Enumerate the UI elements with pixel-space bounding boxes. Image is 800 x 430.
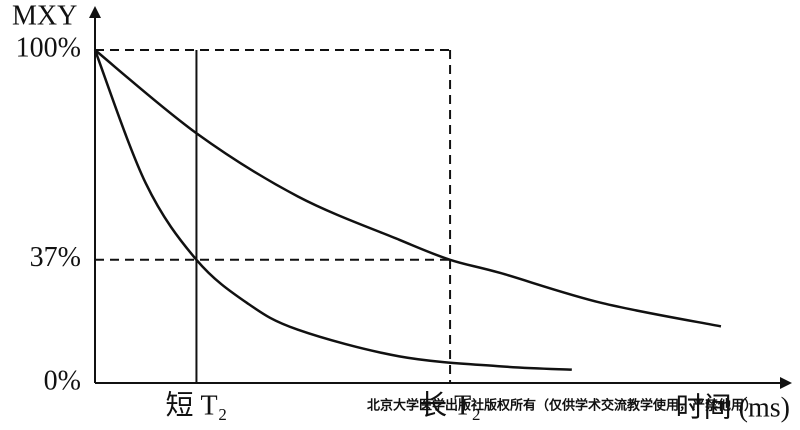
watermark: 北京大学医学出版社版权所有（仅供学术交流教学使用，严禁他用） bbox=[367, 398, 757, 414]
y-tick-label: 100% bbox=[16, 32, 81, 63]
y-tick-label: 37% bbox=[30, 242, 81, 273]
y-axis-label: MXY bbox=[12, 0, 77, 31]
x-axis-label: 时间 (ms) bbox=[676, 391, 790, 423]
x-tick-label: 长 T₂ bbox=[419, 389, 481, 421]
decay-curve bbox=[93, 49, 572, 371]
x-tick-label: 短 T₂ bbox=[166, 389, 228, 421]
decay-curve bbox=[94, 49, 722, 328]
y-tick-label: 0% bbox=[44, 365, 81, 396]
